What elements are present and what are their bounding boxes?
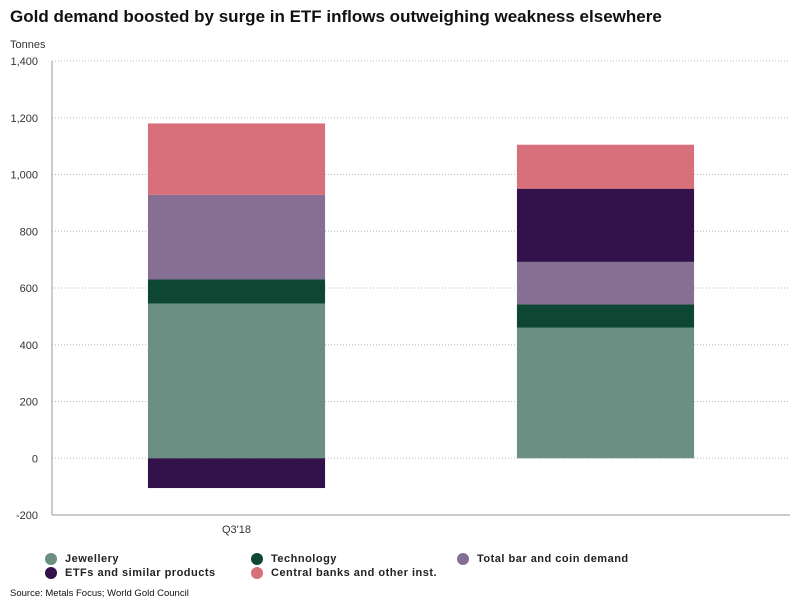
bar-segment	[516, 261, 695, 305]
legend-item-technology: Technology	[251, 553, 337, 565]
legend-swatch-bar-coin	[457, 553, 469, 565]
bar-segment	[147, 458, 326, 489]
legend-label-etfs: ETFs and similar products	[65, 567, 216, 579]
y-tick-label: 600	[20, 283, 38, 295]
y-tick-label: 0	[32, 453, 38, 465]
y-tick-label: 1,400	[10, 56, 38, 68]
y-tick-label: 1,200	[10, 113, 38, 125]
source-note: Source: Metals Focus; World Gold Council	[10, 588, 189, 599]
legend-label-jewellery: Jewellery	[65, 553, 120, 565]
bar-segment	[147, 194, 326, 280]
legend-swatch-central-banks	[251, 567, 263, 579]
bar-segment	[516, 144, 695, 189]
chart-legend: Jewellery Technology Total bar and coin …	[0, 550, 800, 585]
bar-segment	[516, 327, 695, 459]
bar-segment	[516, 188, 695, 262]
legend-item-bar-coin: Total bar and coin demand	[457, 553, 629, 565]
legend-swatch-jewellery	[45, 553, 57, 565]
y-axis-label: Tonnes	[10, 39, 46, 51]
y-tick-label: 800	[20, 226, 38, 238]
y-tick-label: -200	[16, 510, 38, 522]
y-tick-label: 1,000	[10, 170, 38, 182]
bar-segment	[147, 123, 326, 195]
bar-segment	[516, 304, 695, 328]
legend-label-bar-coin: Total bar and coin demand	[477, 553, 629, 565]
x-tick-label: Q3'18	[222, 524, 251, 536]
legend-swatch-etfs	[45, 567, 57, 579]
legend-item-etfs: ETFs and similar products	[45, 567, 216, 579]
legend-label-technology: Technology	[271, 553, 337, 565]
bar-segment	[147, 303, 326, 459]
y-tick-label: 200	[20, 397, 38, 409]
y-tick-label: 400	[20, 340, 38, 352]
stacked-bar-chart: -200 0 200 400 600 800 1,000 1,200 1,400 Q3'18	[10, 56, 790, 536]
legend-item-central-banks: Central banks and other inst.	[251, 567, 437, 579]
legend-label-central-banks: Central banks and other inst.	[271, 567, 438, 579]
chart-title: Gold demand boosted by surge in ETF infl…	[10, 7, 662, 26]
bar-segment	[147, 279, 326, 304]
legend-item-jewellery: Jewellery	[45, 553, 119, 565]
legend-swatch-technology	[251, 553, 263, 565]
